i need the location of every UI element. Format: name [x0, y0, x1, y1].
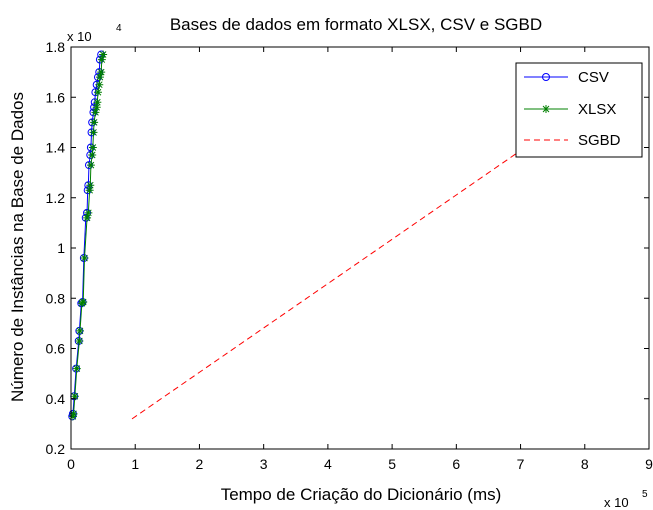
legend-csv-marker: [542, 73, 550, 81]
data-layer: [68, 50, 570, 421]
legend-csv-label: CSV: [578, 69, 609, 86]
x-tick-label: 9: [645, 456, 653, 472]
y-tick-label: 1.4: [46, 140, 66, 156]
series-xlsx: [68, 50, 108, 421]
y-tick-label: 1.2: [46, 190, 66, 206]
data-point-xlsx: [70, 392, 79, 401]
data-point-xlsx: [93, 88, 102, 97]
y-tick-label: 1.8: [46, 39, 66, 55]
legend-box: [515, 62, 643, 158]
data-point-xlsx: [95, 80, 104, 89]
x-tick-label: 5: [388, 456, 396, 472]
x-tick-label: 3: [260, 456, 268, 472]
y-tick-label: 0.8: [46, 290, 66, 306]
data-point-xlsx: [93, 98, 102, 107]
data-point-xlsx: [97, 55, 106, 64]
y-tick-label: 0.6: [46, 341, 66, 357]
x-tick-label: 8: [581, 456, 589, 472]
data-point-xlsx: [97, 68, 106, 77]
axes-layer: 0 1 2 3 4 5 6 7 8 9 0.2 0.4 0.6 0.8 1 1.2 1.4 1.6 1.8: [46, 39, 653, 472]
legend-xlsx-label: XLSX: [578, 101, 616, 118]
data-point-xlsx: [84, 208, 93, 217]
data-point-xlsx: [89, 128, 98, 137]
series-line-sgbd: [131, 116, 570, 420]
data-point-xlsx: [69, 409, 78, 418]
data-point-xlsx: [86, 181, 95, 190]
y-tick-label: 0.4: [46, 391, 66, 407]
data-point-xlsx: [90, 118, 99, 127]
data-point-xlsx: [72, 364, 81, 373]
chart-title: Bases de dados em formato XLSX, CSV e SG…: [170, 15, 542, 34]
x-tick-label: 1: [131, 456, 139, 472]
data-point-xlsx: [83, 213, 92, 222]
x-tick-label: 2: [196, 456, 204, 472]
series-sgbd: [131, 116, 570, 420]
y-multiplier-base: x 10: [67, 29, 92, 44]
x-tick-label: 6: [452, 456, 460, 472]
data-point-xlsx: [91, 108, 100, 117]
x-tick-label: 0: [67, 456, 75, 472]
y-tick-label: 0.2: [46, 441, 66, 457]
data-point-xlsx: [85, 186, 94, 195]
data-point-xlsx: [75, 326, 84, 335]
data-point-xlsx: [86, 161, 95, 170]
data-point-xlsx: [68, 412, 77, 421]
x-multiplier-exponent: 5: [642, 489, 648, 500]
data-point-xlsx: [75, 336, 84, 345]
data-point-xlsx: [92, 103, 101, 112]
x-tick-label: 7: [517, 456, 525, 472]
data-point-xlsx: [88, 151, 97, 160]
data-point-xlsx: [80, 254, 89, 263]
y-multiplier-exponent: 4: [116, 23, 122, 34]
x-tick-label: 4: [324, 456, 332, 472]
x-multiplier-base: x 10: [604, 495, 629, 510]
data-point-xlsx: [88, 143, 97, 152]
x-axis-label: Tempo de Criação do Dicionário (ms): [221, 485, 502, 504]
data-point-xlsx: [95, 73, 104, 82]
legend-sgbd-label: SGBD: [578, 132, 621, 149]
legend: CSV XLSX SGBD: [515, 62, 643, 158]
y-tick-label: 1: [57, 240, 65, 256]
y-tick-label: 1.6: [46, 89, 66, 105]
y-axis-label: Número de Instâncias na Base de Dados: [8, 92, 27, 402]
data-point-xlsx: [79, 298, 88, 307]
legend-xlsx-marker: [542, 105, 550, 113]
data-point-xlsx: [99, 50, 108, 59]
